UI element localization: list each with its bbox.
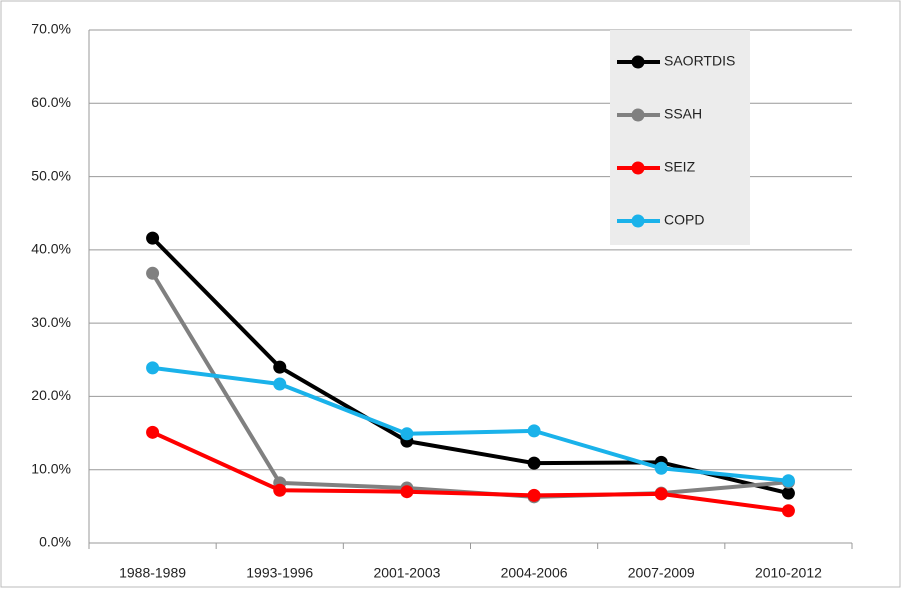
data-point <box>781 486 795 500</box>
data-point <box>273 360 287 374</box>
legend-marker <box>631 214 645 228</box>
y-tick-label: 60.0% <box>31 94 71 110</box>
legend-label: SAORTDIS <box>664 53 735 69</box>
data-point <box>146 266 160 280</box>
y-tick-label: 0.0% <box>39 534 71 550</box>
data-point <box>400 427 414 441</box>
data-point <box>654 461 668 475</box>
data-point <box>146 361 160 375</box>
x-tick-label: 2007-2009 <box>628 565 695 581</box>
legend-label: SSAH <box>664 106 702 122</box>
legend-label: COPD <box>664 212 704 228</box>
x-tick-label: 2010-2012 <box>755 565 822 581</box>
legend-marker <box>631 55 645 69</box>
data-point <box>273 483 287 497</box>
series-line <box>152 365 789 483</box>
data-point <box>781 504 795 518</box>
y-tick-label: 40.0% <box>31 241 71 257</box>
x-tick-label: 1988-1989 <box>119 565 186 581</box>
data-point <box>273 377 287 391</box>
data-point <box>527 424 541 438</box>
series-line <box>150 272 789 499</box>
y-tick-label: 20.0% <box>31 387 71 403</box>
x-tick-label: 1993-1996 <box>246 565 313 581</box>
data-point <box>527 488 541 502</box>
legend-marker <box>631 108 645 122</box>
data-point <box>146 231 160 245</box>
data-point <box>654 487 668 501</box>
x-tick-label: 2001-2003 <box>373 565 440 581</box>
legend-marker <box>631 161 645 175</box>
data-point <box>527 456 541 470</box>
data-point <box>146 425 160 439</box>
data-point <box>781 474 795 488</box>
y-tick-label: 30.0% <box>31 314 71 330</box>
y-tick-label: 70.0% <box>31 21 71 37</box>
y-tick-label: 50.0% <box>31 167 71 183</box>
y-tick-label: 10.0% <box>31 460 71 476</box>
series-line <box>151 236 789 496</box>
legend-label: SEIZ <box>664 159 696 175</box>
x-tick-label: 2004-2006 <box>501 565 568 581</box>
series-line <box>151 430 789 513</box>
data-point <box>400 485 414 499</box>
